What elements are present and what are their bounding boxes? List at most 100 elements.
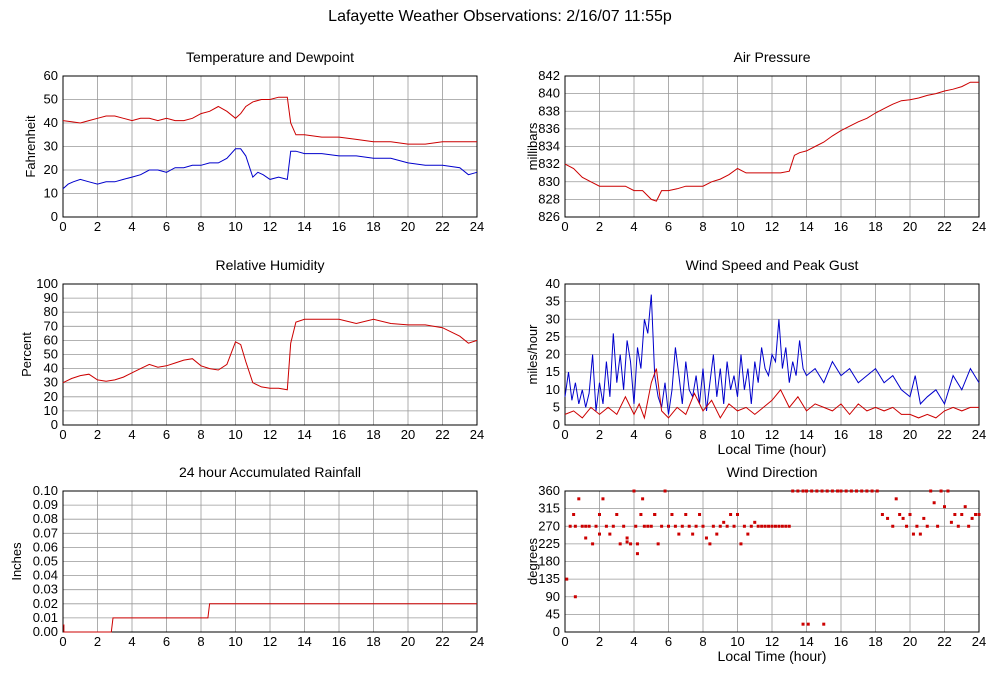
- x-tick-label: 4: [128, 219, 135, 234]
- data-point: [687, 524, 691, 528]
- x-tick-label: 0: [561, 219, 568, 234]
- data-point: [967, 524, 971, 528]
- y-tick-label: 20: [546, 347, 560, 362]
- x-tick-label: 6: [665, 219, 672, 234]
- y-tick-label: 836: [538, 121, 560, 136]
- data-point: [815, 489, 819, 493]
- data-point: [565, 577, 569, 581]
- data-point: [587, 524, 591, 528]
- data-point: [855, 489, 859, 493]
- data-point: [970, 516, 974, 520]
- y-tick-label: 60: [44, 68, 58, 83]
- x-tick-label: 4: [630, 219, 637, 234]
- data-point: [629, 542, 633, 546]
- y-tick-label: 838: [538, 103, 560, 118]
- y-axis-label: Fahrenheit: [23, 115, 38, 178]
- data-point: [641, 497, 645, 501]
- data-point: [698, 513, 702, 516]
- x-tick-label: 24: [470, 427, 484, 442]
- x-tick-label: 20: [903, 219, 917, 234]
- x-tick-label: 4: [630, 634, 637, 649]
- data-point: [711, 524, 715, 528]
- plot-frame: [62, 75, 478, 218]
- data-point: [694, 524, 698, 528]
- data-point: [777, 524, 781, 528]
- data-point: [594, 524, 598, 528]
- data-point: [618, 542, 622, 546]
- data-point: [646, 524, 650, 528]
- y-axis-label: degrees: [525, 538, 540, 585]
- chart-title: Air Pressure: [733, 49, 810, 65]
- x-tick-label: 14: [799, 427, 813, 442]
- x-tick-label: 6: [665, 427, 672, 442]
- x-tick-label: 14: [297, 219, 311, 234]
- data-point: [656, 542, 660, 546]
- data-point: [611, 524, 615, 528]
- x-tick-label: 2: [94, 427, 101, 442]
- y-tick-label: 40: [44, 361, 58, 376]
- plot-frame: [564, 283, 980, 426]
- data-point: [591, 542, 595, 546]
- y-tick-label: 35: [546, 294, 560, 309]
- chart-title: Temperature and Dewpoint: [186, 49, 354, 65]
- data-point: [622, 524, 626, 528]
- y-tick-label: 840: [538, 86, 560, 101]
- data-point: [608, 532, 612, 536]
- y-tick-label: 20: [44, 162, 58, 177]
- series-line-2: [62, 148, 478, 190]
- chart-humidity: 0 2 4 6 8 10 12 14 16 18 20 22 240102030405060708090…: [19, 257, 484, 442]
- data-point: [635, 542, 639, 546]
- x-tick-label: 2: [596, 634, 603, 649]
- data-point: [963, 505, 967, 509]
- x-tick-label: 2: [94, 634, 101, 649]
- data-point: [756, 524, 760, 528]
- data-point: [805, 489, 808, 493]
- x-tick-label: 18: [868, 219, 882, 234]
- data-point: [801, 622, 805, 626]
- data-point: [573, 524, 577, 528]
- data-point: [946, 489, 950, 493]
- y-tick-label: 30: [546, 311, 560, 326]
- data-point: [598, 532, 601, 536]
- chart-title: Wind Speed and Peak Gust: [686, 257, 859, 273]
- data-point: [677, 532, 681, 536]
- y-tick-label: 828: [538, 191, 560, 206]
- data-point: [625, 536, 629, 540]
- data-point: [708, 542, 712, 546]
- page-title: Lafayette Weather Observations: 2/16/07 …: [328, 8, 672, 25]
- data-point: [753, 520, 757, 524]
- x-tick-label: 16: [332, 427, 346, 442]
- y-tick-label: 10: [546, 382, 560, 397]
- data-point: [849, 489, 853, 493]
- x-tick-label: 16: [834, 219, 848, 234]
- y-tick-label: 135: [538, 571, 560, 586]
- x-tick-label: 0: [59, 634, 66, 649]
- x-tick-label: 12: [263, 634, 277, 649]
- x-tick-label: 24: [972, 427, 986, 442]
- chart-wind: 0 2 4 6 8 10 12 14 16 18 20 22 240510152025303540Win…: [525, 257, 986, 457]
- x-tick-label: 10: [228, 634, 242, 649]
- chart-direction: 0 2 4 6 8 10 12 14 16 18 20 22 240459013518022527031…: [525, 464, 986, 664]
- data-point: [642, 524, 646, 528]
- series-line-1: [63, 603, 477, 633]
- series-line-1: [564, 81, 979, 202]
- data-point: [956, 524, 960, 528]
- y-tick-label: 25: [546, 329, 560, 344]
- x-tick-label: 24: [972, 634, 986, 649]
- y-tick-label: 834: [538, 139, 560, 154]
- y-tick-label: 0.09: [33, 497, 58, 512]
- data-point: [701, 524, 705, 528]
- y-tick-label: 225: [538, 536, 560, 551]
- x-tick-label: 18: [366, 427, 380, 442]
- x-tick-label: 20: [903, 427, 917, 442]
- data-point: [749, 524, 753, 528]
- data-point: [915, 524, 919, 528]
- data-point: [639, 513, 643, 516]
- data-point: [860, 489, 864, 493]
- x-tick-label: 22: [435, 427, 449, 442]
- x-tick-label: 12: [263, 427, 277, 442]
- chart-title: Relative Humidity: [216, 257, 325, 273]
- y-axis-label: Inches: [9, 542, 24, 581]
- data-point: [886, 516, 890, 520]
- y-tick-label: 50: [44, 92, 58, 107]
